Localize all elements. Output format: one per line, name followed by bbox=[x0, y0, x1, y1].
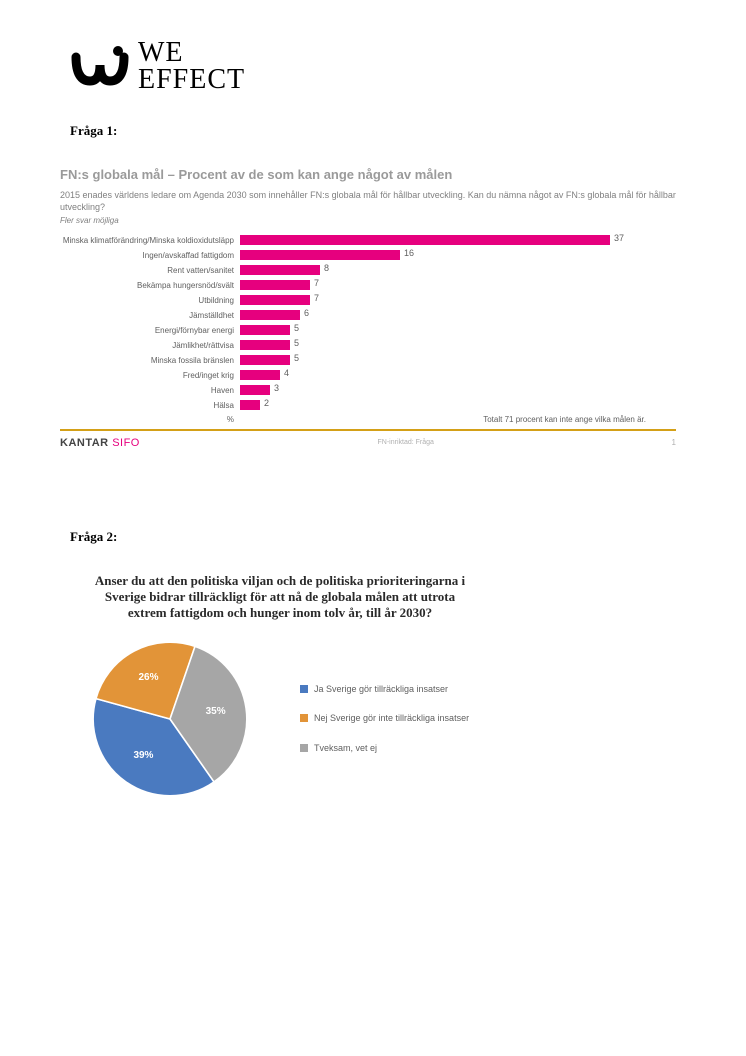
bar-track: 7 bbox=[240, 280, 676, 290]
bar-label: Energi/förnybar energi bbox=[60, 326, 240, 335]
question-1-label: Fråga 1: bbox=[70, 123, 676, 139]
bar-label: Fred/inget krig bbox=[60, 371, 240, 380]
chart2-title: Anser du att den politiska viljan och de… bbox=[90, 573, 470, 622]
logo: WE EFFECT bbox=[70, 40, 676, 93]
bar-row: Fred/inget krig 4 bbox=[60, 368, 676, 383]
bar-value: 16 bbox=[404, 248, 414, 258]
bar-row: Bekämpa hungersnöd/svält 7 bbox=[60, 278, 676, 293]
bar-fill bbox=[240, 355, 290, 365]
legend-item: Tveksam, vet ej bbox=[300, 743, 500, 755]
bar-label: Rent vatten/sanitet bbox=[60, 266, 240, 275]
bar-fill bbox=[240, 340, 290, 350]
bar-label: Minska fossila bränslen bbox=[60, 356, 240, 365]
bar-track: 2 bbox=[240, 400, 676, 410]
bar-value: 5 bbox=[294, 338, 299, 348]
bar-track: 16 bbox=[240, 250, 676, 260]
bar-value: 7 bbox=[314, 293, 319, 303]
bar-label: Hälsa bbox=[60, 401, 240, 410]
bar-track: 6 bbox=[240, 310, 676, 320]
bar-label: Jämlikhet/rättvisa bbox=[60, 341, 240, 350]
legend-item: Ja Sverige gör tillräckliga insatser bbox=[300, 684, 500, 696]
bar-fill bbox=[240, 400, 260, 410]
bar-row: Jämställdhet 6 bbox=[60, 308, 676, 323]
legend-swatch-icon bbox=[300, 714, 308, 722]
bar-value: 2 bbox=[264, 398, 269, 408]
bar-track: 7 bbox=[240, 295, 676, 305]
bar-label: Jämställdhet bbox=[60, 311, 240, 320]
bar-row: Jämlikhet/rättvisa 5 bbox=[60, 338, 676, 353]
legend-item: Nej Sverige gör inte tillräckliga insats… bbox=[300, 713, 500, 725]
bar-label: Utbildning bbox=[60, 296, 240, 305]
sifo-text: SIFO bbox=[112, 437, 140, 449]
bar-label: Minska klimatförändring/Minska koldioxid… bbox=[60, 236, 240, 245]
logo-text: WE EFFECT bbox=[138, 40, 245, 93]
bar-row: Minska fossila bränslen 5 bbox=[60, 353, 676, 368]
bar-track: 5 bbox=[240, 340, 676, 350]
bar-label: Ingen/avskaffad fattigdom bbox=[60, 251, 240, 260]
bar-value: 7 bbox=[314, 278, 319, 288]
bar-value: 37 bbox=[614, 233, 624, 243]
legend-swatch-icon bbox=[300, 744, 308, 752]
bar-value: 4 bbox=[284, 368, 289, 378]
bar-fill bbox=[240, 310, 300, 320]
kantar-sifo-logo: KANTAR SIFO bbox=[60, 437, 140, 449]
bar-row: Hälsa 2 bbox=[60, 398, 676, 413]
chart1-bars: Minska klimatförändring/Minska koldioxid… bbox=[60, 233, 676, 427]
bar-value: 3 bbox=[274, 383, 279, 393]
bar-label: Bekämpa hungersnöd/svält bbox=[60, 281, 240, 290]
chart1-title: FN:s globala mål – Procent av de som kan… bbox=[60, 167, 676, 182]
chart1-footer-page: 1 bbox=[672, 438, 676, 447]
question-2-label: Fråga 2: bbox=[70, 529, 676, 545]
chart1-footer-mid: FN-inriktad: Fråga bbox=[378, 439, 434, 446]
chart1-note: Fler svar möjliga bbox=[60, 216, 676, 225]
bar-row: Energi/förnybar energi 5 bbox=[60, 323, 676, 338]
bar-value: 5 bbox=[294, 323, 299, 333]
chart1-foot-note: Totalt 71 procent kan inte ange vilka må… bbox=[240, 413, 676, 427]
chart1-footer: KANTAR SIFO FN-inriktad: Fråga 1 bbox=[60, 429, 676, 449]
bar-value: 6 bbox=[304, 308, 309, 318]
bar-track: 3 bbox=[240, 385, 676, 395]
bar-label: Haven bbox=[60, 386, 240, 395]
bar-fill bbox=[240, 280, 310, 290]
bar-row: Haven 3 bbox=[60, 383, 676, 398]
bar-track: 37 bbox=[240, 235, 676, 245]
pie-slice-label: 26% bbox=[139, 672, 159, 683]
bar-track: 4 bbox=[240, 370, 676, 380]
bar-fill bbox=[240, 385, 270, 395]
legend-label: Nej Sverige gör inte tillräckliga insats… bbox=[314, 713, 469, 725]
legend-label: Tveksam, vet ej bbox=[314, 743, 377, 755]
kantar-text: KANTAR bbox=[60, 437, 109, 449]
bar-fill bbox=[240, 295, 310, 305]
we-effect-mark-icon bbox=[70, 43, 130, 91]
chart-1: FN:s globala mål – Procent av de som kan… bbox=[60, 167, 676, 448]
bar-fill bbox=[240, 370, 280, 380]
bar-fill bbox=[240, 235, 610, 245]
bar-fill bbox=[240, 325, 290, 335]
bar-fill bbox=[240, 265, 320, 275]
legend-swatch-icon bbox=[300, 685, 308, 693]
bar-track: 5 bbox=[240, 355, 676, 365]
pie-chart: 39% 26% 35% bbox=[90, 639, 250, 799]
axis-percent-label: % bbox=[60, 415, 240, 424]
bar-track: 8 bbox=[240, 265, 676, 275]
chart1-subtitle: 2015 enades världens ledare om Agenda 20… bbox=[60, 190, 676, 213]
bar-row: Utbildning 7 bbox=[60, 293, 676, 308]
chart-2: Anser du att den politiska viljan och de… bbox=[90, 573, 676, 800]
legend-label: Ja Sverige gör tillräckliga insatser bbox=[314, 684, 448, 696]
bar-value: 8 bbox=[324, 263, 329, 273]
bar-row: Ingen/avskaffad fattigdom 16 bbox=[60, 248, 676, 263]
bar-value: 5 bbox=[294, 353, 299, 363]
logo-line1: WE bbox=[138, 40, 245, 67]
bar-track: 5 bbox=[240, 325, 676, 335]
bar-fill bbox=[240, 250, 400, 260]
pie-slice-label: 39% bbox=[133, 750, 153, 761]
logo-line2: EFFECT bbox=[138, 67, 245, 94]
bar-row: Rent vatten/sanitet 8 bbox=[60, 263, 676, 278]
bar-row: Minska klimatförändring/Minska koldioxid… bbox=[60, 233, 676, 248]
pie-slice-label: 35% bbox=[206, 706, 226, 717]
pie-legend: Ja Sverige gör tillräckliga insatser Nej … bbox=[300, 684, 500, 755]
